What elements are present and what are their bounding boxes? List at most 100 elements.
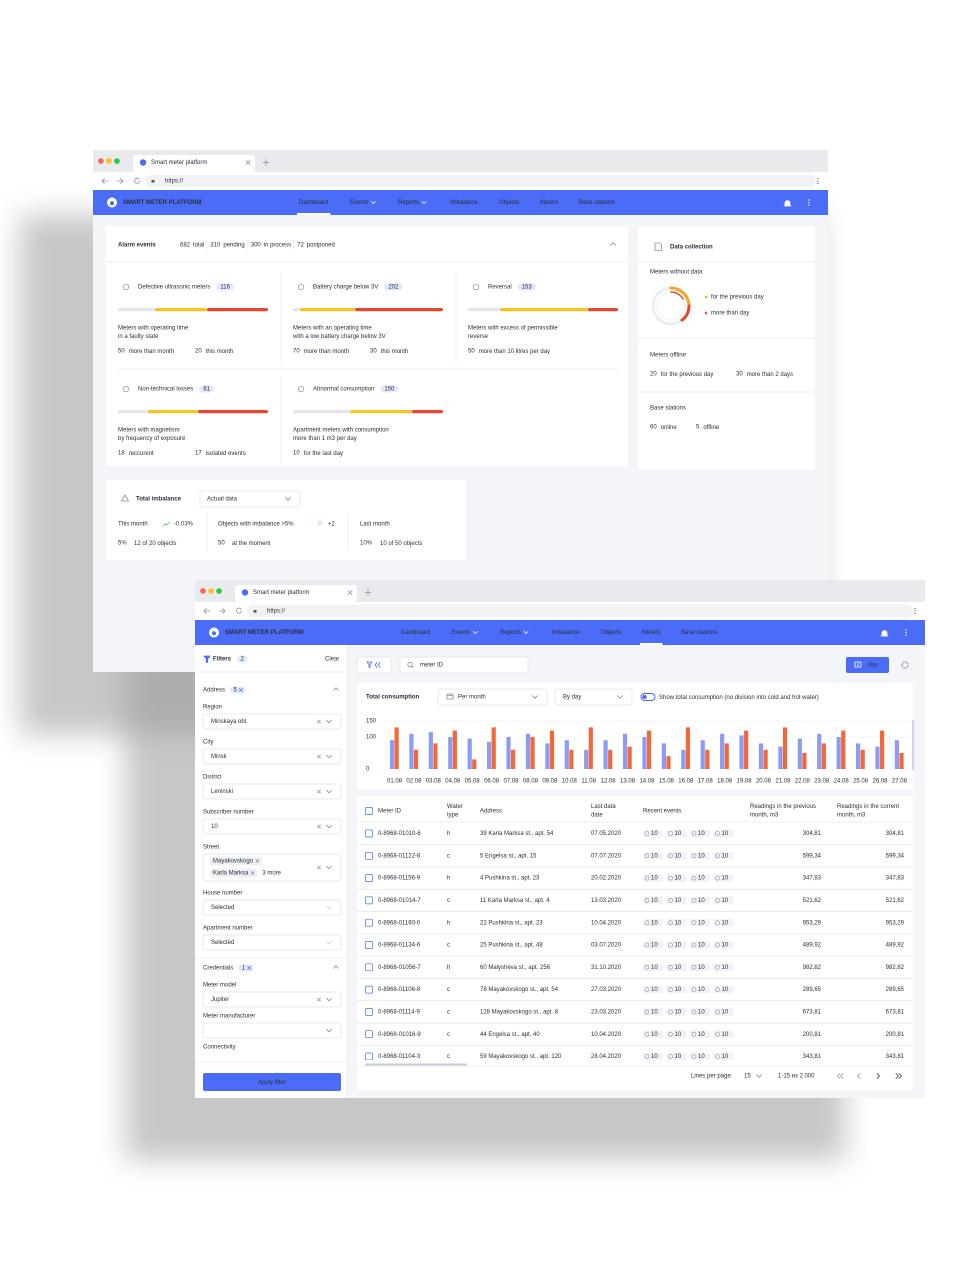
chevron: [333, 687, 339, 691]
nav-item[interactable]: Dashboard: [401, 630, 430, 636]
checkbox[interactable]: [365, 1008, 373, 1016]
reading-previous: 489,92: [803, 943, 822, 949]
section-title: This month: [118, 522, 148, 528]
field[interactable]: [202, 818, 342, 835]
tab[interactable]: [235, 585, 357, 602]
progress-segment: [412, 410, 443, 414]
select[interactable]: [199, 490, 301, 508]
meter-id[interactable]: 0-8968-01134-6: [378, 943, 421, 949]
card-description: Apartment meters with consumption: [293, 428, 389, 434]
field-clear[interactable]: [317, 865, 321, 870]
field[interactable]: [202, 713, 342, 730]
field-clear[interactable]: [317, 997, 321, 1002]
nav-item[interactable]: Events: [350, 200, 368, 206]
nav-item[interactable]: Imbalance: [450, 200, 478, 206]
nav-item[interactable]: Dashboard: [299, 200, 328, 206]
export-button[interactable]: [846, 657, 889, 673]
checkbox[interactable]: [365, 807, 373, 815]
event-icon: [691, 964, 697, 970]
event-icon: [715, 920, 720, 926]
bar: [782, 727, 788, 769]
column-header: date: [591, 813, 603, 819]
meter-id[interactable]: 0-8968-01016-9: [378, 1032, 421, 1038]
meter-id[interactable]: 0-8968-01122-8: [378, 853, 421, 859]
stat-value: 60: [650, 425, 657, 431]
settings[interactable]: [901, 661, 909, 669]
nav-item[interactable]: Base stations: [681, 630, 717, 636]
field-clear[interactable]: [317, 824, 321, 829]
checkbox[interactable]: [365, 851, 373, 860]
progress-segment: [118, 410, 148, 414]
filter-toggle[interactable]: [356, 656, 392, 674]
toggle-label: water): [800, 695, 818, 701]
per-page[interactable]: 15: [744, 1074, 751, 1080]
x-tick-label: 26.08: [872, 779, 888, 785]
field[interactable]: [202, 1022, 342, 1039]
field-clear[interactable]: [317, 754, 321, 759]
checkbox[interactable]: [365, 1030, 373, 1039]
nav-item[interactable]: Objects: [499, 200, 519, 206]
card-description: with a low battery charge below 3V: [292, 334, 386, 340]
notifications[interactable]: [880, 630, 889, 637]
reading-previous: 953,29: [803, 920, 822, 926]
tab[interactable]: [133, 155, 255, 172]
prev-page[interactable]: [857, 1073, 861, 1079]
nav-item[interactable]: Meters: [642, 630, 660, 636]
meter-id[interactable]: 0-8968-01160-0: [378, 920, 421, 926]
nav-item[interactable]: Events: [452, 630, 470, 636]
meter-id[interactable]: 0-8968-01106-8: [378, 987, 421, 993]
next-page[interactable]: [876, 1073, 880, 1079]
event-icon: [668, 1054, 673, 1059]
chevron: [333, 965, 339, 969]
checkbox[interactable]: [365, 963, 373, 972]
trend-icon: [162, 521, 170, 527]
checkbox[interactable]: [365, 829, 373, 838]
apply-button[interactable]: [203, 1073, 341, 1091]
window-button: [114, 158, 120, 164]
field[interactable]: [202, 783, 342, 800]
badge-clear[interactable]: [238, 688, 243, 692]
field-clear[interactable]: [317, 789, 321, 794]
field-clear[interactable]: [317, 719, 321, 724]
meter-id[interactable]: 0-8968-01114-9: [378, 1009, 420, 1015]
checkbox[interactable]: [365, 918, 373, 927]
close-tab[interactable]: [245, 160, 251, 165]
bar: [661, 743, 666, 769]
field[interactable]: [202, 934, 342, 951]
meter-id[interactable]: 0-8968-01014-7: [378, 898, 421, 904]
first-page[interactable]: [837, 1073, 844, 1079]
nav-item[interactable]: Objects: [601, 630, 621, 636]
select[interactable]: [437, 688, 548, 706]
scrollbar[interactable]: [365, 1063, 467, 1066]
nav-item[interactable]: Reports: [398, 200, 419, 206]
chip-remove[interactable]: [255, 859, 260, 863]
meter-id[interactable]: 0-8968-01056-7: [378, 965, 421, 971]
nav-item[interactable]: Meters: [540, 200, 558, 206]
checkbox[interactable]: [365, 874, 373, 882]
field[interactable]: [202, 991, 342, 1008]
checkbox[interactable]: [365, 1052, 373, 1060]
checkbox[interactable]: [365, 941, 373, 949]
url-field: [145, 175, 816, 187]
chip-bg: [210, 856, 263, 866]
meter-id[interactable]: 0-8968-01104-3: [378, 1054, 421, 1060]
chip-remove[interactable]: [250, 871, 255, 875]
nav-item[interactable]: Imbalance: [552, 630, 580, 636]
clear-button[interactable]: Clear: [325, 657, 339, 663]
search[interactable]: [399, 656, 529, 674]
meter-id[interactable]: 0-8968-01010-6: [378, 831, 421, 837]
event-icon: [668, 964, 673, 970]
field[interactable]: [202, 748, 342, 765]
nav-item[interactable]: Reports: [500, 630, 521, 636]
chevron: [326, 905, 332, 910]
checkbox[interactable]: [365, 896, 373, 905]
badge-clear[interactable]: [247, 966, 252, 970]
meter-id[interactable]: 0-8968-01156-9: [378, 876, 421, 882]
notifications[interactable]: [783, 200, 792, 207]
select[interactable]: [554, 688, 633, 706]
nav-item[interactable]: Base stations: [579, 200, 615, 206]
field[interactable]: [202, 899, 342, 916]
last-page[interactable]: [895, 1073, 902, 1079]
close-tab[interactable]: [347, 590, 353, 595]
checkbox[interactable]: [365, 985, 373, 994]
